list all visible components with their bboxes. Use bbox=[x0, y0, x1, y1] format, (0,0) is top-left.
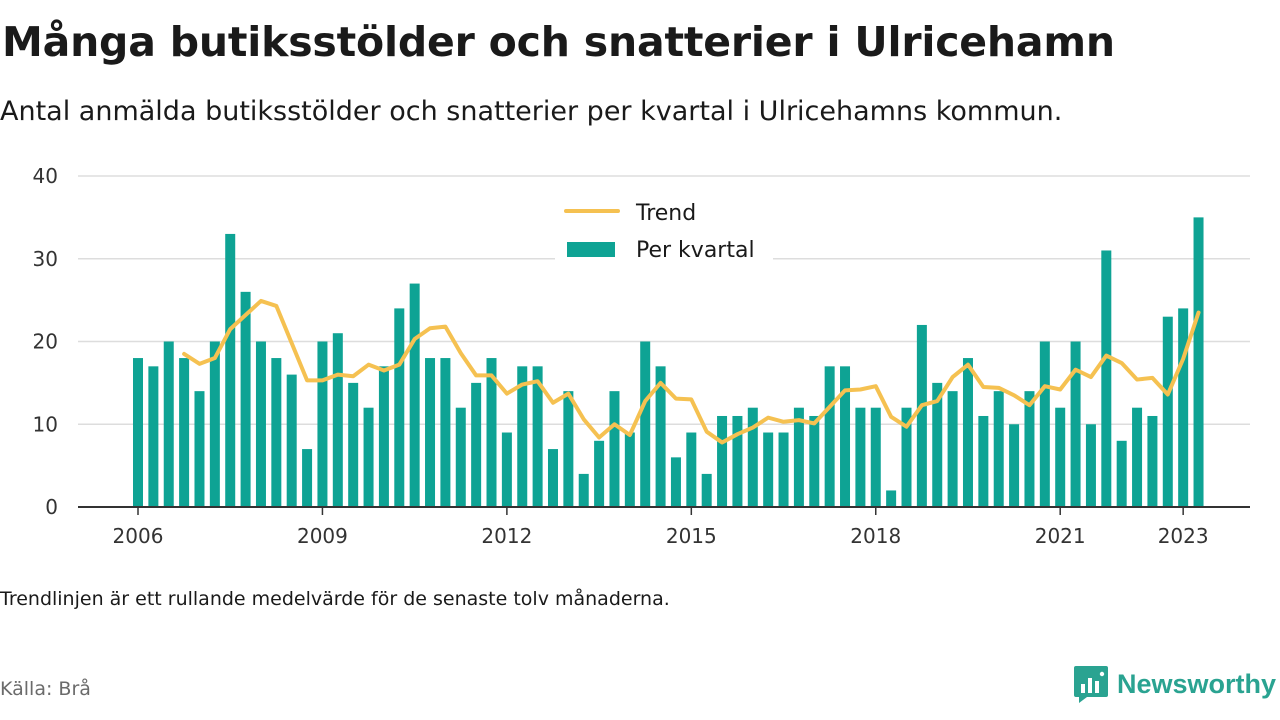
bar bbox=[1178, 308, 1189, 507]
x-tick-label: 2012 bbox=[481, 524, 532, 548]
bar bbox=[1116, 440, 1127, 507]
y-tick-label: 20 bbox=[33, 330, 58, 354]
bar bbox=[394, 308, 405, 507]
bar bbox=[886, 490, 897, 507]
bar-series bbox=[133, 217, 1204, 508]
bar bbox=[732, 415, 743, 507]
legend-bar-label: Per kvartal bbox=[636, 238, 755, 263]
x-tick-label: 2009 bbox=[297, 524, 348, 548]
bar bbox=[978, 415, 989, 507]
bar bbox=[486, 358, 497, 507]
x-axis-ticks: 2006 2009 2012 2015 2018 2021 2023 bbox=[113, 507, 1209, 548]
bar bbox=[133, 358, 143, 507]
newsworthy-logo-icon bbox=[1073, 666, 1108, 703]
bar bbox=[455, 407, 466, 507]
source-label: Källa: Brå bbox=[0, 678, 91, 700]
legend-bar-swatch bbox=[567, 242, 615, 257]
bar bbox=[348, 382, 359, 508]
bar bbox=[717, 415, 728, 507]
bar bbox=[1193, 217, 1204, 508]
bar bbox=[901, 407, 912, 507]
chart-canvas: 0 10 20 30 40 2006 2009 2012 2015 2018 2021 2023 T… bbox=[33, 164, 1250, 548]
bar bbox=[378, 366, 389, 507]
bar bbox=[824, 366, 835, 507]
bar bbox=[962, 358, 973, 507]
bar bbox=[1039, 341, 1050, 507]
bar bbox=[670, 457, 681, 507]
trend-line bbox=[182, 298, 1201, 445]
x-tick-label: 2006 bbox=[113, 524, 164, 548]
bar bbox=[701, 473, 712, 507]
bar bbox=[763, 432, 774, 507]
x-tick-label: 2015 bbox=[666, 524, 717, 548]
bar bbox=[932, 382, 943, 508]
bar bbox=[1101, 250, 1112, 507]
bar bbox=[1055, 407, 1066, 507]
bar bbox=[302, 449, 313, 507]
chart-subtitle: Antal anmälda butiksstölder och snatteri… bbox=[0, 96, 1063, 127]
bar bbox=[240, 291, 251, 507]
bar bbox=[1070, 341, 1081, 507]
x-tick-label: 2023 bbox=[1158, 524, 1209, 548]
brand-logo: Newsworthy bbox=[1073, 664, 1276, 704]
bar bbox=[870, 407, 881, 507]
bar bbox=[255, 341, 266, 507]
bar bbox=[747, 407, 758, 507]
bar bbox=[1162, 316, 1173, 507]
bar bbox=[425, 358, 436, 507]
bar bbox=[916, 324, 927, 507]
bar bbox=[440, 358, 451, 507]
bar bbox=[993, 391, 1004, 507]
bar bbox=[1024, 391, 1035, 507]
bar bbox=[317, 341, 328, 507]
bar bbox=[517, 366, 528, 507]
bar bbox=[1132, 407, 1143, 507]
y-axis-ticks: 0 10 20 30 40 bbox=[33, 164, 58, 519]
bar bbox=[578, 473, 589, 507]
y-tick-label: 0 bbox=[45, 495, 58, 519]
bar bbox=[640, 341, 651, 507]
y-tick-label: 40 bbox=[33, 164, 58, 188]
bar bbox=[225, 233, 236, 507]
bar bbox=[471, 382, 482, 508]
bar bbox=[793, 407, 804, 507]
bar bbox=[947, 391, 958, 507]
bar bbox=[209, 341, 220, 507]
bar bbox=[1009, 424, 1020, 507]
bar bbox=[624, 432, 635, 507]
bar bbox=[163, 341, 174, 507]
bar bbox=[179, 358, 190, 507]
bar bbox=[547, 449, 558, 507]
bar bbox=[332, 333, 343, 507]
y-tick-label: 10 bbox=[33, 412, 58, 436]
bar bbox=[363, 407, 374, 507]
bar bbox=[409, 283, 420, 507]
bar bbox=[594, 440, 605, 507]
bar bbox=[1147, 415, 1158, 507]
bar bbox=[778, 432, 789, 507]
chart-note: Trendlinjen är ett rullande medelvärde f… bbox=[0, 588, 670, 610]
bar bbox=[609, 391, 620, 507]
y-tick-label: 30 bbox=[33, 247, 58, 271]
bar bbox=[1085, 424, 1096, 507]
bar bbox=[686, 432, 697, 507]
bar bbox=[501, 432, 512, 507]
brand-name: Newsworthy bbox=[1116, 668, 1276, 699]
bar bbox=[148, 366, 159, 507]
legend-trend-label: Trend bbox=[635, 201, 696, 226]
legend: Trend Per kvartal bbox=[555, 192, 773, 264]
bar bbox=[532, 366, 543, 507]
bar bbox=[855, 407, 866, 507]
bar bbox=[271, 358, 282, 507]
bar bbox=[286, 374, 297, 507]
x-tick-label: 2021 bbox=[1035, 524, 1086, 548]
bar bbox=[655, 366, 666, 507]
bar bbox=[563, 391, 574, 507]
chart-title: Många butiksstölder och snatterier i Ulr… bbox=[2, 18, 1115, 66]
bar bbox=[194, 391, 205, 507]
bar bbox=[840, 366, 851, 507]
x-tick-label: 2018 bbox=[850, 524, 901, 548]
bar bbox=[809, 415, 820, 507]
